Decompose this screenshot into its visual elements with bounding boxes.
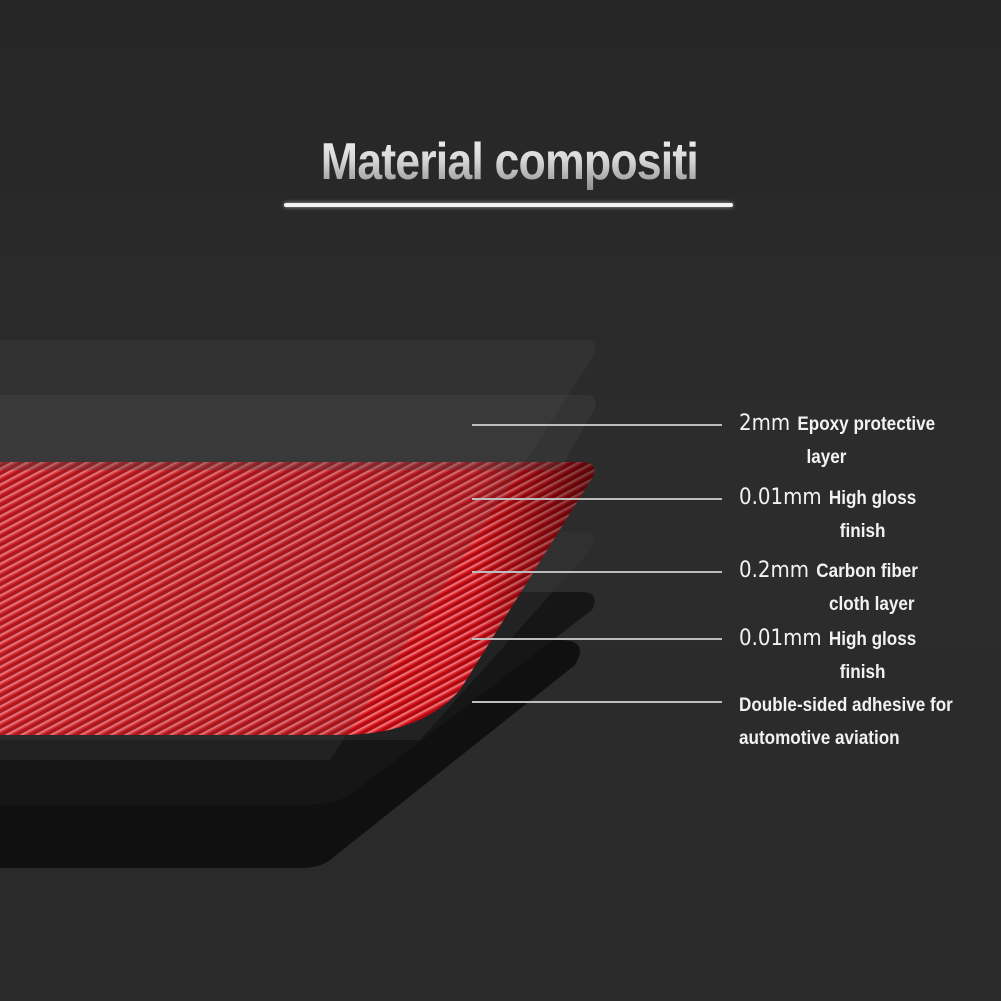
layer-label-epoxy: 2mm Epoxy protective layer xyxy=(739,407,935,474)
layer-name: Double-sided adhesive for xyxy=(739,695,953,716)
title-underline xyxy=(284,203,733,207)
layer-label-gloss-lower: 0.01mm High gloss finish xyxy=(739,622,916,689)
leader-line-gloss-upper xyxy=(472,498,722,500)
layer-label-adhesive: Double-sided adhesive for automotive avi… xyxy=(739,689,953,755)
page-title: Material composition xyxy=(320,133,752,191)
gloss-layer-upper xyxy=(0,395,596,470)
leader-line-gloss-lower xyxy=(472,638,722,640)
thickness: 0.01mm xyxy=(739,626,822,651)
layer-name-continued: automotive aviation xyxy=(739,728,900,749)
layer-name-continued: layer xyxy=(806,447,847,468)
leader-line-epoxy xyxy=(472,424,722,426)
layer-name: High gloss xyxy=(828,629,917,650)
layer-name-continued: finish xyxy=(839,662,886,683)
leader-line-adhesive xyxy=(472,701,722,703)
thickness: 0.01mm xyxy=(739,485,822,510)
layer-name: High gloss xyxy=(828,488,917,509)
layer-name-continued: cloth layer xyxy=(829,594,915,615)
leader-line-carbon xyxy=(472,571,722,573)
thickness: 2mm xyxy=(739,411,791,436)
layer-name-continued: finish xyxy=(839,521,886,542)
thickness: 0.2mm xyxy=(739,558,810,583)
carbon-fiber-shading xyxy=(0,462,595,735)
layer-name: Epoxy protective xyxy=(797,414,936,435)
layer-label-carbon: 0.2mm Carbon fiber cloth layer xyxy=(739,554,918,621)
epoxy-layer xyxy=(0,340,596,760)
layer-name: Carbon fiber xyxy=(816,561,918,582)
layer-label-gloss-upper: 0.01mm High gloss finish xyxy=(739,481,916,548)
